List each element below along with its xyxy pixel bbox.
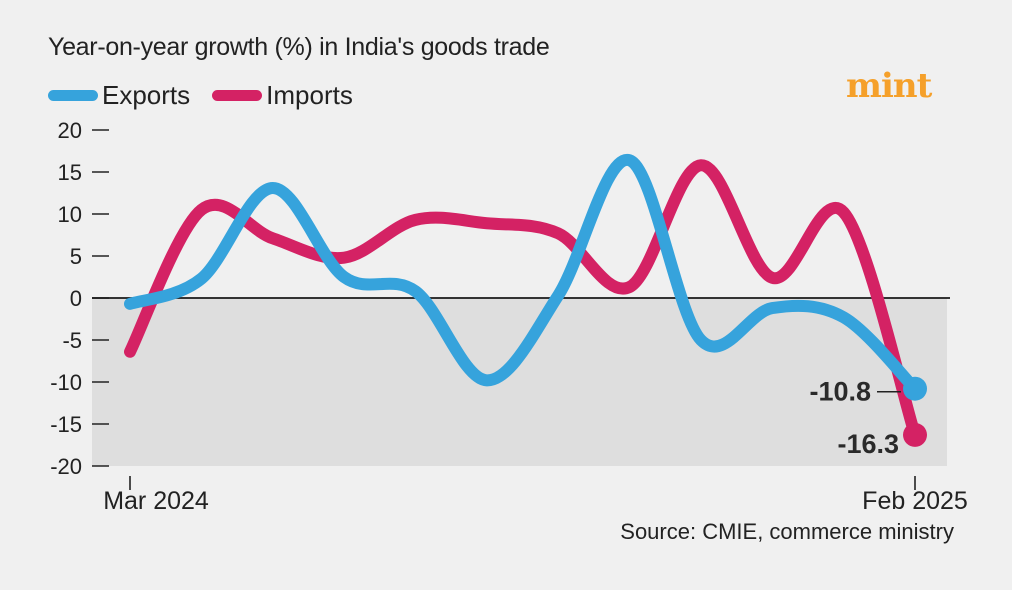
legend-label-imports: Imports [266, 80, 353, 110]
source-note: Source: CMIE, commerce ministry [620, 519, 954, 544]
legend: Exports Imports [48, 80, 375, 111]
end-point-imports [903, 422, 927, 447]
y-tick-label: -15 [50, 412, 82, 437]
annotation-imports: -16.3 [837, 429, 899, 459]
annotation-exports: -10.8 [809, 377, 871, 407]
legend-label-exports: Exports [102, 80, 191, 110]
negative-region [92, 298, 947, 466]
y-tick-label: 15 [58, 160, 82, 185]
legend-swatch-imports [212, 90, 263, 101]
chart-title: Year-on-year growth (%) in India's goods… [48, 33, 550, 61]
y-tick-label: 20 [58, 118, 82, 143]
series-line-imports [124, 159, 921, 441]
legend-swatch-exports [48, 90, 98, 101]
x-tick-label: Feb 2025 [862, 487, 968, 515]
y-tick-label: 0 [70, 286, 82, 311]
legend-item-imports: Imports [212, 80, 353, 111]
end-point-exports [903, 376, 927, 401]
y-tick-label: 5 [70, 244, 82, 269]
mint-logo: mint [846, 66, 932, 106]
y-tick-label: 10 [58, 202, 82, 227]
y-tick-label: -10 [50, 370, 82, 395]
y-tick-label: -20 [50, 454, 82, 479]
y-tick-label: -5 [62, 328, 82, 353]
x-tick-label: Mar 2024 [103, 487, 209, 515]
legend-item-exports: Exports [48, 80, 190, 111]
series-line-exports [124, 154, 921, 395]
